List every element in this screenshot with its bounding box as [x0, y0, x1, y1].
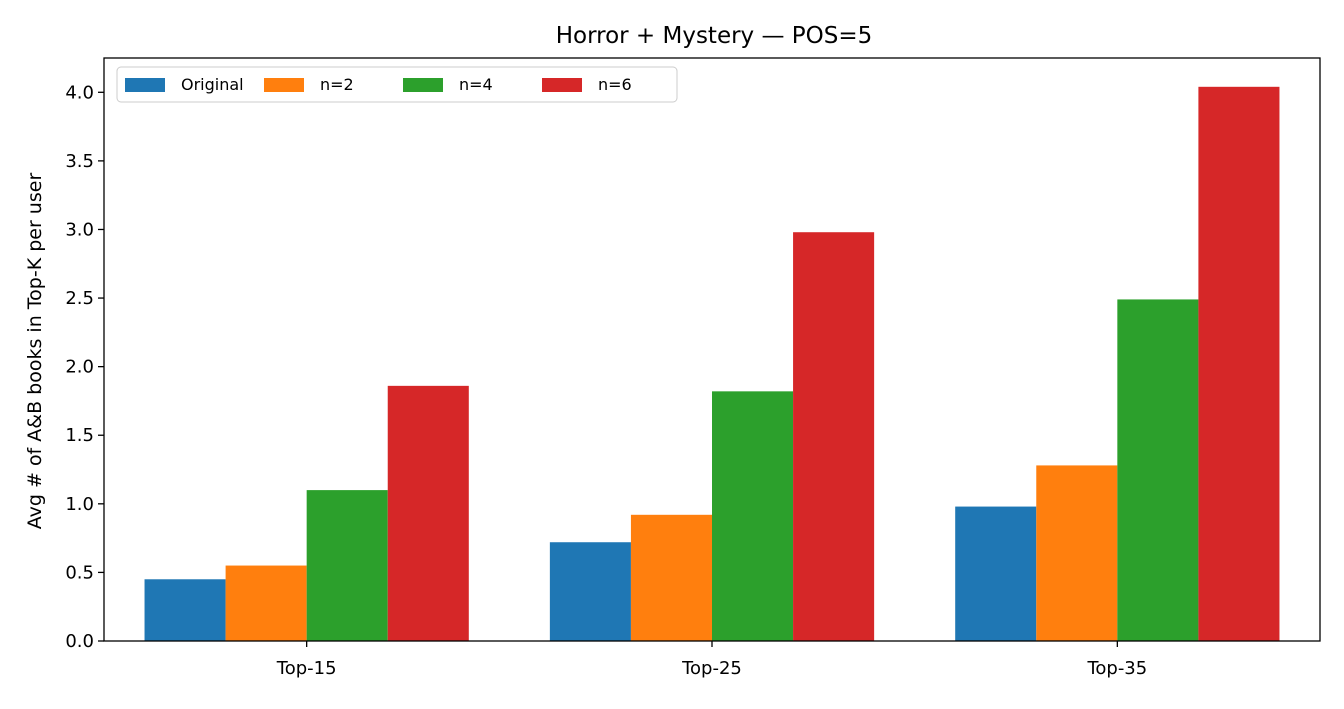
legend-label: Original — [181, 75, 244, 94]
legend-label: n=2 — [320, 75, 354, 94]
bar-n=2-Top-35 — [1036, 465, 1118, 641]
bar-Original-Top-25 — [549, 542, 631, 641]
bar-n=2-Top-15 — [225, 565, 307, 641]
bar-n=6-Top-35 — [1198, 86, 1280, 641]
legend-swatch — [264, 78, 304, 92]
bar-n=4-Top-35 — [1117, 299, 1199, 641]
y-tick-label: 1.0 — [65, 494, 94, 515]
y-tick-label: 2.0 — [65, 357, 94, 378]
bar-Original-Top-15 — [144, 579, 226, 641]
y-tick-label: 0.0 — [65, 631, 94, 652]
bar-n=4-Top-25 — [712, 391, 794, 641]
bar-n=6-Top-15 — [387, 385, 469, 641]
x-tick-label: Top-35 — [1086, 658, 1147, 679]
axes-group: 0.0 0.5 1.0 1.5 2.0 2.5 3.0 3.5 4.0 Top-15 Top-25 T… — [65, 57, 1321, 679]
bar-n=6-Top-25 — [793, 232, 875, 641]
y-axis-label: Avg # of A&B books in Top-K per user — [24, 173, 46, 530]
bar-n=2-Top-25 — [630, 514, 712, 641]
legend-label: n=4 — [459, 75, 493, 94]
bar-Original-Top-35 — [955, 506, 1037, 641]
bars-group — [144, 86, 1280, 641]
x-tick-label: Top-15 — [276, 658, 337, 679]
y-tick-label: 1.5 — [65, 425, 94, 446]
legend-swatch — [542, 78, 582, 92]
bar-n=4-Top-15 — [306, 490, 388, 641]
y-tick-label: 3.5 — [65, 151, 94, 172]
legend-swatch — [125, 78, 165, 92]
chart-title: Horror + Mystery — POS=5 — [556, 23, 873, 49]
legend: Original n=2 n=4 n=6 — [116, 66, 678, 103]
y-tick-label: 2.5 — [65, 288, 94, 309]
legend-box — [116, 66, 678, 103]
legend-label: n=6 — [598, 75, 632, 94]
y-tick-label: 0.5 — [65, 562, 94, 583]
y-tick-label: 4.0 — [65, 82, 94, 103]
x-tick-label: Top-25 — [681, 658, 742, 679]
legend-swatch — [403, 78, 443, 92]
y-tick-label: 3.0 — [65, 219, 94, 240]
